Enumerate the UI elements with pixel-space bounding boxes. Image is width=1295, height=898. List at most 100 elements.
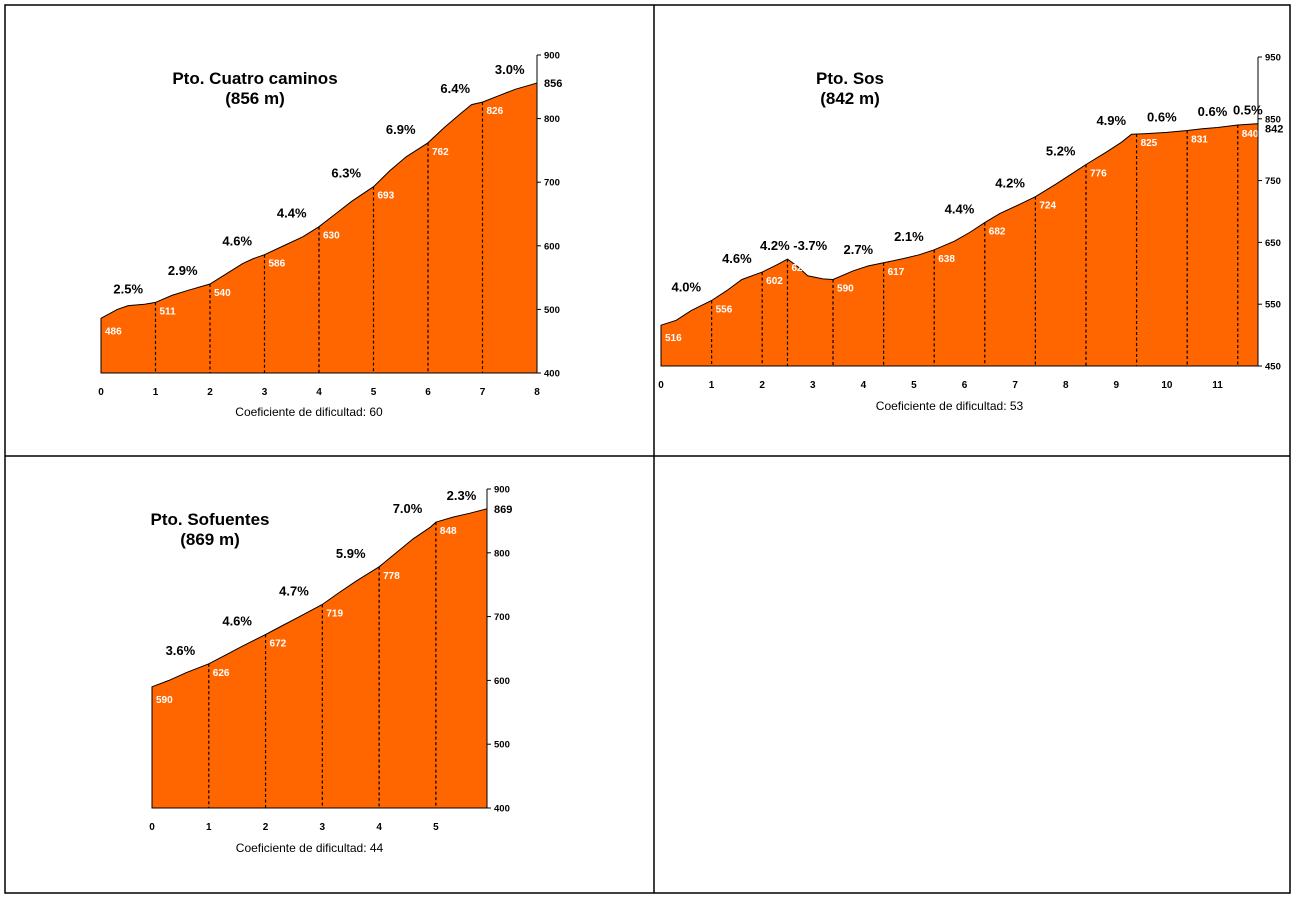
x-tick-label: 4 [376, 822, 382, 833]
grade-label: 0.5% [1233, 103, 1263, 118]
sheet-border [4, 4, 1291, 894]
grade-label: 4.4% [277, 206, 307, 221]
y-tick-label: 400 [494, 804, 510, 815]
grade-label: 0.6% [1147, 110, 1177, 125]
y-tick-label: 850 [1265, 114, 1281, 125]
grade-label: -3.7% [793, 238, 827, 253]
grade-label: 6.9% [386, 122, 416, 137]
altitude-label: 825 [1141, 138, 1158, 149]
chart-title: Pto. Sofuentes [150, 510, 269, 529]
y-tick-label: 900 [544, 51, 560, 62]
x-tick-label: 7 [1012, 380, 1018, 391]
elevation-area [660, 123, 1259, 367]
altitude-label: 586 [269, 259, 286, 270]
chart-cuatro-caminos: 4862.5%5112.9%5404.6%5864.4%6306.3%6936.… [98, 51, 562, 420]
y-tick-label: 450 [1265, 362, 1281, 373]
difficulty-coefficient: Coeficiente de dificultad: 60 [235, 405, 383, 419]
y-tick-label: 950 [1265, 53, 1281, 64]
altitude-label: 719 [326, 608, 343, 619]
chart-subtitle: (856 m) [225, 89, 285, 108]
grade-label: 4.6% [222, 234, 252, 249]
grade-label: 2.7% [843, 242, 873, 257]
chart-title: Pto. Cuatro caminos [172, 69, 337, 88]
altitude-label: 602 [766, 276, 783, 287]
altitude-label: 626 [213, 668, 230, 679]
grade-label: 2.5% [113, 281, 143, 296]
elevation-area [151, 508, 488, 809]
x-tick-label: 6 [425, 387, 431, 398]
x-tick-label: 3 [320, 822, 326, 833]
y-tick-label: 600 [544, 241, 560, 252]
x-tick-label: 4 [316, 387, 322, 398]
chart-subtitle: (842 m) [820, 89, 880, 108]
y-tick-label: 650 [1265, 238, 1281, 249]
altitude-label: 630 [323, 231, 340, 242]
grade-label: 6.3% [331, 166, 361, 181]
x-tick-label: 11 [1212, 380, 1223, 391]
difficulty-coefficient: Coeficiente de dificultad: 44 [236, 841, 384, 855]
grade-label: 4.2% [995, 176, 1025, 191]
grade-label: 4.2% [760, 238, 790, 253]
y-tick-label: 700 [494, 612, 510, 623]
x-tick-label: 5 [911, 380, 917, 391]
altitude-label: 556 [716, 304, 733, 315]
grade-label: 6.4% [440, 81, 470, 96]
grade-label: 5.2% [1046, 144, 1076, 159]
altitude-label: 776 [1090, 169, 1107, 180]
y-tick-label: 900 [494, 485, 510, 496]
grade-label: 4.0% [671, 279, 701, 294]
grade-label: 3.6% [166, 643, 196, 658]
x-tick-label: 3 [262, 387, 268, 398]
grade-label: 4.6% [222, 613, 252, 628]
altitude-label: 516 [665, 333, 682, 344]
altitude-label: 693 [378, 191, 395, 202]
x-tick-label: 10 [1161, 380, 1173, 391]
altitude-label: 590 [837, 283, 854, 294]
x-tick-label: 1 [206, 822, 212, 833]
chart-sofuentes: 590 3.6% 626 4.6% 672 4.7% 719 5.9% 778 7.0% 848 2.… [149, 485, 512, 856]
chart-title: Pto. Sos [816, 69, 884, 88]
altitude-label: 778 [383, 571, 400, 582]
altitude-label: 848 [440, 526, 457, 537]
grade-label: 4.6% [722, 251, 752, 266]
grade-label: 4.4% [945, 202, 975, 217]
x-tick-label: 6 [962, 380, 968, 391]
grade-label: 2.3% [447, 488, 477, 503]
x-tick-label: 2 [207, 387, 213, 398]
grade-label: 2.9% [168, 263, 198, 278]
altitude-label: 682 [989, 227, 1006, 238]
altitude-label: 831 [1191, 135, 1208, 146]
x-tick-label: 2 [263, 822, 269, 833]
y-tick-label: 750 [1265, 176, 1281, 187]
altitude-label: 623 [791, 263, 808, 274]
x-tick-label: 5 [371, 387, 377, 398]
chart-subtitle: (869 m) [180, 530, 240, 549]
altitude-label: 540 [214, 288, 231, 299]
x-tick-label: 0 [149, 822, 155, 833]
difficulty-coefficient: Coeficiente de dificultad: 53 [876, 399, 1024, 413]
summit-altitude-label: 842 [1265, 124, 1283, 136]
x-tick-label: 2 [759, 380, 765, 391]
x-tick-label: 0 [98, 387, 104, 398]
altitude-label: 762 [432, 147, 449, 158]
altitude-label: 826 [487, 106, 504, 117]
grade-label: 2.1% [894, 229, 924, 244]
altitude-label: 617 [888, 267, 905, 278]
x-tick-label: 4 [861, 380, 867, 391]
y-tick-label: 550 [1265, 300, 1281, 311]
x-tick-label: 7 [480, 387, 486, 398]
y-tick-label: 500 [494, 740, 510, 751]
chart-sos: 5164.0%5564.6%6024.2%623-3.7%5902.7%6172… [658, 53, 1283, 414]
grade-label: 3.0% [495, 62, 525, 77]
x-tick-label: 8 [534, 387, 540, 398]
grade-label: 0.6% [1198, 104, 1228, 119]
y-tick-label: 600 [494, 676, 510, 687]
x-tick-label: 9 [1114, 380, 1120, 391]
x-tick-label: 5 [433, 822, 439, 833]
y-tick-label: 800 [494, 548, 510, 559]
grade-label: 4.7% [279, 583, 309, 598]
altitude-label: 672 [270, 638, 287, 649]
altitude-label: 840 [1242, 129, 1259, 140]
page-grid [4, 4, 1291, 894]
